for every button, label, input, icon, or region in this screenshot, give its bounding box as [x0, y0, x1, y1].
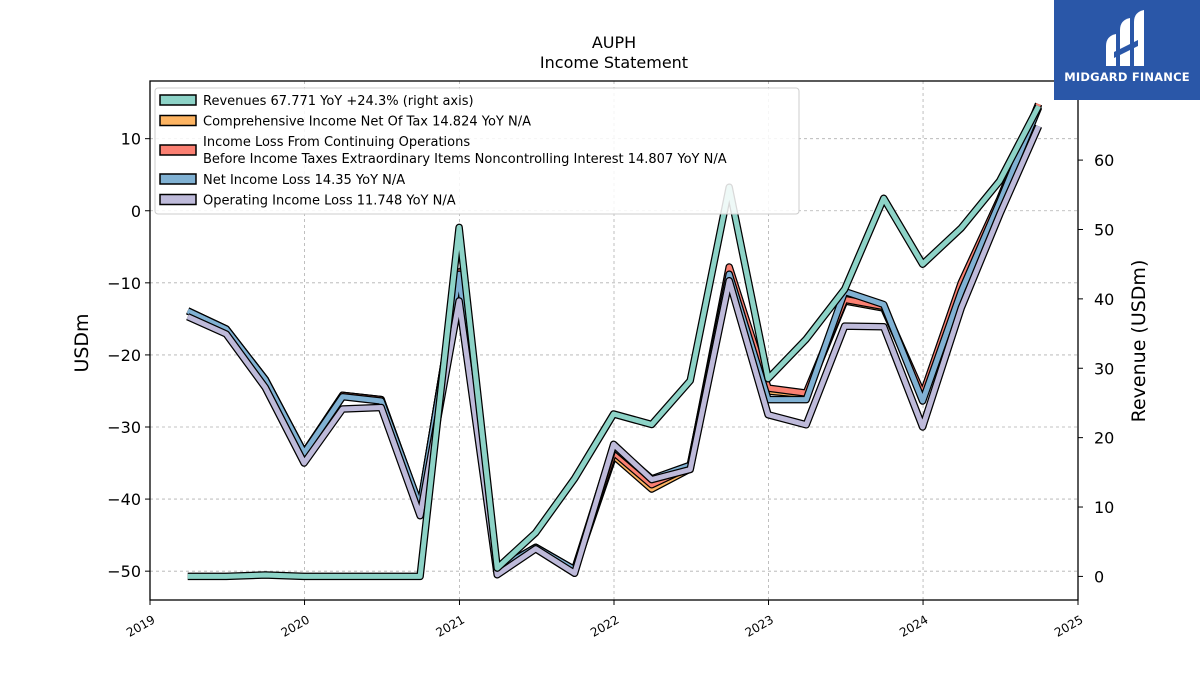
x-tick-label: 2019: [124, 612, 157, 639]
y-tick-label-left: −50: [107, 562, 141, 581]
y-tick-label-left: −20: [107, 346, 141, 365]
legend-swatch-comprehensive-income-net-of-tax: [159, 114, 197, 127]
legend-swatch-income-loss-from-continuing-operations-before-income-taxes-extraordinary-items-noncontrolling-interest: [159, 144, 197, 156]
y-tick-label-right: 30: [1094, 359, 1114, 378]
brand-logo: MIDGARD FINANCE: [1054, 0, 1200, 100]
y-tick-label-left: −40: [107, 490, 141, 509]
x-tick-label: 2020: [279, 612, 312, 639]
chart-subtitle: Income Statement: [540, 53, 688, 72]
y-tick-label-right: 60: [1094, 151, 1114, 170]
brand-name: MIDGARD FINANCE: [1064, 70, 1190, 84]
legend-label-revenues: Revenues 67.771 YoY +24.3% (right axis): [203, 94, 474, 109]
y-tick-label-left: −10: [107, 274, 141, 293]
series-lines: [186, 102, 1043, 581]
y-tick-label-left: −30: [107, 418, 141, 437]
x-tick-label: 2022: [588, 612, 621, 639]
x-tick-label: 2023: [743, 612, 776, 639]
y-axis-label-left: USDm: [71, 313, 93, 372]
y-tick-label-right: 50: [1094, 220, 1114, 239]
logo-mark-icon: [1106, 10, 1144, 66]
y-tick-label-left: 10: [121, 130, 141, 149]
chart-title: AUPH: [592, 33, 636, 52]
legend-label-income-loss-from-continuing-operations-before-income-taxes-extraordinary-items-noncontrolling-interest: Before Income Taxes Extraordinary Items …: [203, 152, 727, 167]
legend-label-comprehensive-income-net-of-tax: Comprehensive Income Net Of Tax 14.824 Y…: [203, 115, 531, 130]
y-tick-label-right: 20: [1094, 429, 1114, 448]
x-tick-label: 2025: [1052, 612, 1085, 639]
legend-swatch-operating-income-loss: [159, 193, 197, 206]
y-axis-label-right: Revenue (USDm): [1128, 260, 1150, 423]
legend-label-income-loss-from-continuing-operations-before-income-taxes-extraordinary-items-noncontrolling-interest: Income Loss From Continuing Operations: [203, 135, 470, 150]
x-tick-label: 2024: [897, 612, 930, 639]
series-line-revenues: [187, 105, 1041, 579]
y-tick-label-right: 40: [1094, 290, 1114, 309]
y-tick-label-right: 10: [1094, 498, 1114, 517]
legend-swatch-revenues: [159, 94, 197, 106]
x-tick-label: 2021: [434, 612, 467, 639]
legend-label-net-income-loss: Net Income Loss 14.35 YoY N/A: [203, 173, 405, 188]
series-line-operating-income-loss: [186, 125, 1041, 578]
y-tick-label-right: 0: [1094, 567, 1104, 586]
legend: Revenues 67.771 YoY +24.3% (right axis) C…: [154, 87, 800, 215]
legend-swatch-net-income-loss: [159, 173, 197, 185]
legend-label-operating-income-loss: Operating Income Loss 11.748 YoY N/A: [203, 194, 456, 209]
legend-box: [154, 87, 800, 215]
y-tick-label-left: 0: [131, 202, 141, 221]
